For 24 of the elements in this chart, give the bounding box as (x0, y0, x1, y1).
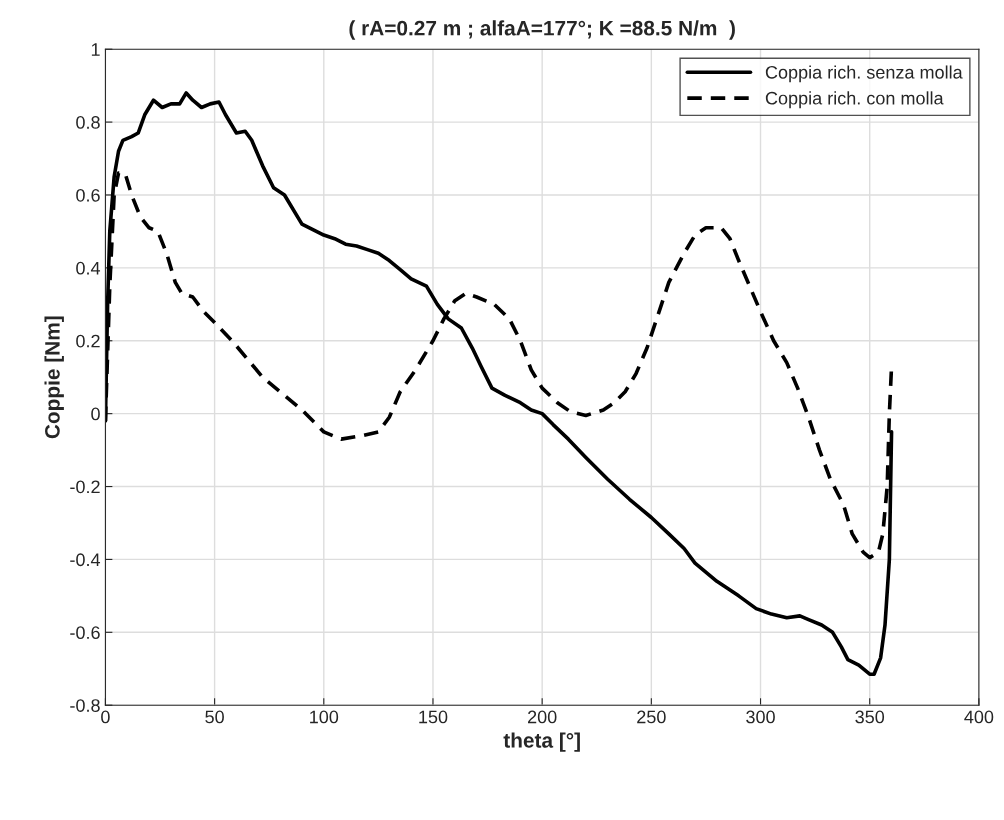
y-tick-label: -0.6 (70, 626, 100, 640)
x-tick-label: 300 (746, 710, 775, 724)
y-tick-label: 0 (91, 407, 100, 421)
x-tick-label: 200 (528, 710, 557, 724)
x-tick-label: 250 (637, 710, 666, 724)
x-tick-label: 150 (419, 710, 448, 724)
y-tick-label: 0.2 (76, 334, 100, 348)
y-tick-label: 0.4 (76, 261, 101, 275)
y-tick-label: -0.4 (70, 553, 101, 567)
legend-label: Coppia rich. con molla (765, 91, 944, 109)
legend-label: Coppia rich. senza molla (765, 65, 963, 83)
x-axis-title: theta [°] (503, 732, 580, 752)
x-tick-label: 100 (310, 710, 339, 724)
x-tick-label: 350 (855, 710, 885, 724)
y-tick-label: 0.8 (76, 116, 100, 129)
y-axis-title: Coppie [Nm] (44, 316, 64, 439)
x-tick-label: 50 (205, 710, 224, 724)
y-tick-label: -0.8 (70, 699, 100, 712)
y-tick-label: 1 (91, 43, 100, 56)
x-tick-label: 0 (101, 710, 110, 724)
chart-title: ( rA=0.27 m ; alfaA=177°; K =88.5 N/m ) (349, 20, 735, 40)
y-tick-label: 0.6 (76, 188, 100, 202)
y-tick-label: -0.2 (70, 480, 100, 494)
x-tick-label: 400 (964, 710, 994, 724)
